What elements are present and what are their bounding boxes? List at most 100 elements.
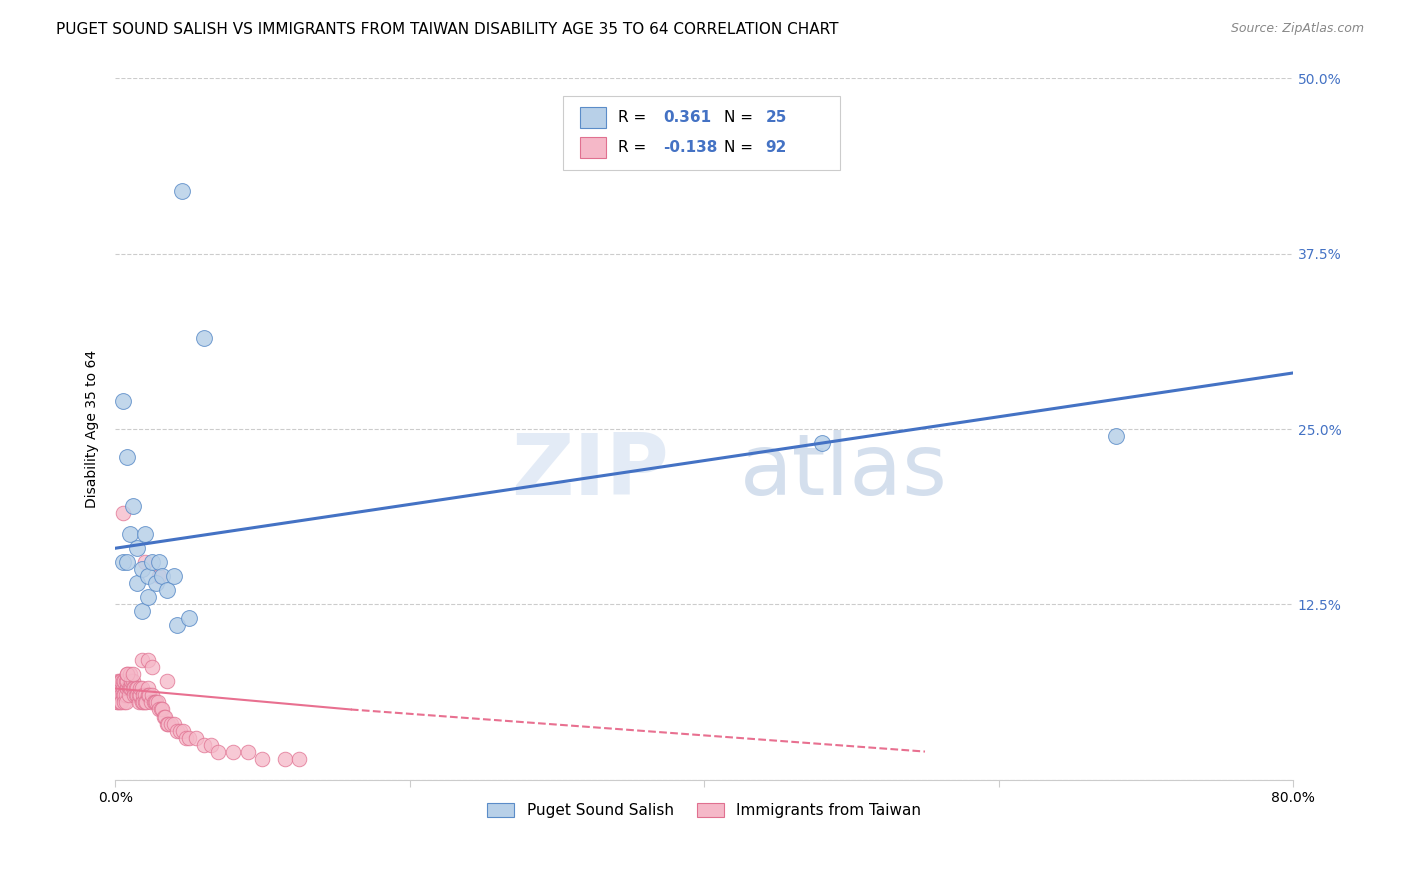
Point [132,696,155,710]
Point [108,674,131,689]
Point [105,681,128,696]
Point [156,583,179,598]
Point [122,681,145,696]
Point [118,681,141,696]
Point [142,696,165,710]
Point [163,716,186,731]
Point [132,689,155,703]
Point [141,689,163,703]
Point [125,681,148,696]
Point [107,674,129,689]
Point [111,555,134,569]
Point [131,681,153,696]
Point [108,696,131,710]
Point [148,555,170,569]
Point [145,576,167,591]
Point [105,696,128,710]
Point [174,731,197,745]
Point [138,689,160,703]
Point [107,689,129,703]
Point [111,674,134,689]
FancyBboxPatch shape [562,96,839,169]
Point [222,745,245,759]
Point [124,689,146,703]
Point [112,689,135,703]
Point [128,696,150,710]
Point [136,591,159,605]
Point [163,569,186,583]
Point [112,674,135,689]
Y-axis label: Disability Age 35 to 64: Disability Age 35 to 64 [86,350,100,508]
Point [108,681,131,696]
Point [127,576,149,591]
Point [169,723,191,738]
Point [107,696,129,710]
Point [193,331,215,345]
Point [1105,429,1128,443]
FancyBboxPatch shape [581,107,606,128]
Point [273,751,295,765]
Point [115,674,138,689]
Point [156,674,179,689]
Point [107,681,129,696]
Point [145,696,167,710]
Point [108,689,131,703]
Point [124,681,146,696]
Point [139,696,162,710]
Point [166,618,188,632]
Point [127,541,149,556]
Point [148,702,170,716]
Point [134,555,156,569]
Point [114,696,136,710]
Point [160,716,183,731]
Point [134,689,156,703]
Text: ZIP: ZIP [510,430,669,513]
Point [118,527,141,541]
Point [129,681,152,696]
Text: 92: 92 [765,140,787,154]
Text: 0.361: 0.361 [664,111,711,125]
Point [115,555,138,569]
Point [110,674,132,689]
Text: R =: R = [619,140,651,154]
Point [288,751,311,765]
Text: atlas: atlas [740,430,948,513]
Point [115,681,138,696]
Point [177,731,200,745]
Point [149,702,172,716]
Text: -0.138: -0.138 [664,140,717,154]
Point [117,689,139,703]
Point [811,436,834,450]
Text: 25: 25 [765,111,787,125]
Point [136,681,159,696]
Point [141,555,163,569]
Point [134,696,156,710]
Point [114,689,136,703]
Point [131,562,153,576]
Point [156,716,179,731]
Point [127,689,149,703]
Point [141,660,163,674]
Point [135,696,157,710]
FancyBboxPatch shape [581,136,606,158]
Point [111,506,134,520]
Point [172,723,194,738]
Legend: Puget Sound Salish, Immigrants from Taiwan: Puget Sound Salish, Immigrants from Taiw… [481,797,928,824]
Point [131,653,153,667]
Point [111,394,134,409]
Point [193,738,215,752]
Point [150,702,173,716]
Point [148,569,170,583]
Point [136,653,159,667]
Point [131,696,153,710]
Point [114,674,136,689]
Text: PUGET SOUND SALISH VS IMMIGRANTS FROM TAIWAN DISABILITY AGE 35 TO 64 CORRELATION: PUGET SOUND SALISH VS IMMIGRANTS FROM TA… [56,22,839,37]
Point [111,689,134,703]
Point [252,751,274,765]
Point [122,499,145,513]
Point [112,696,135,710]
Point [105,689,128,703]
Point [207,745,229,759]
Point [200,738,222,752]
Text: R =: R = [619,111,651,125]
